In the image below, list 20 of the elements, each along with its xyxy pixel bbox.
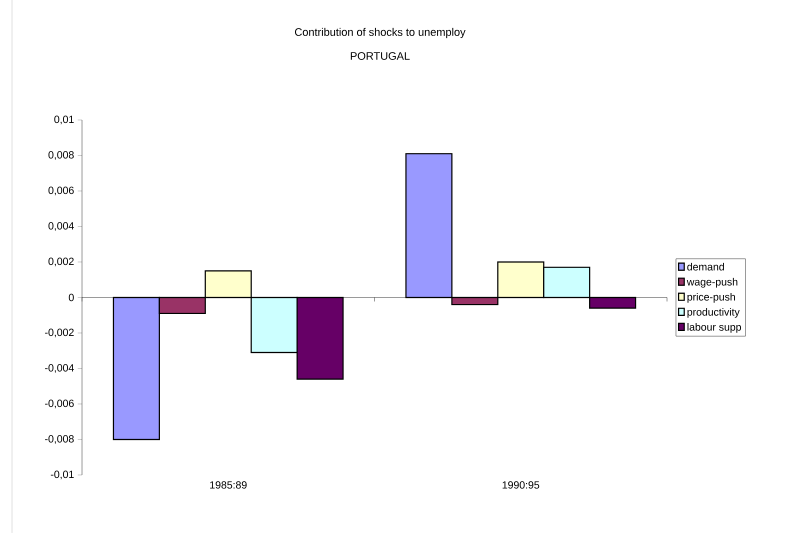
- y-tick-label: 0,004: [48, 222, 74, 231]
- x-tick-label: 1990:95: [502, 481, 540, 489]
- y-tick-label: -0,004: [45, 364, 74, 373]
- y-tick-label: -0,006: [45, 400, 74, 408]
- y-tick-label: -0,002: [45, 328, 74, 338]
- legend-label: demand: [687, 262, 724, 271]
- y-tick-label: 0,006: [48, 186, 74, 196]
- chart-subtitle: PORTUGAL: [350, 52, 410, 60]
- y-tick-label: 0,01: [54, 116, 74, 124]
- chart-title: Contribution of shocks to unemploy: [294, 28, 466, 38]
- y-tick-label: 0: [68, 294, 74, 302]
- legend-label: price-push: [688, 292, 735, 303]
- y-tick-label: 0,008: [48, 151, 74, 160]
- legend-label: productivity: [688, 308, 740, 318]
- x-tick-label: 1985:89: [210, 481, 247, 489]
- y-tick-label: -0,01: [50, 470, 74, 480]
- legend-label: labour supp: [688, 323, 742, 333]
- legend-label: wage-push: [686, 278, 738, 288]
- y-tick-label: 0,002: [48, 258, 74, 266]
- y-tick-label: -0,008: [45, 435, 74, 444]
